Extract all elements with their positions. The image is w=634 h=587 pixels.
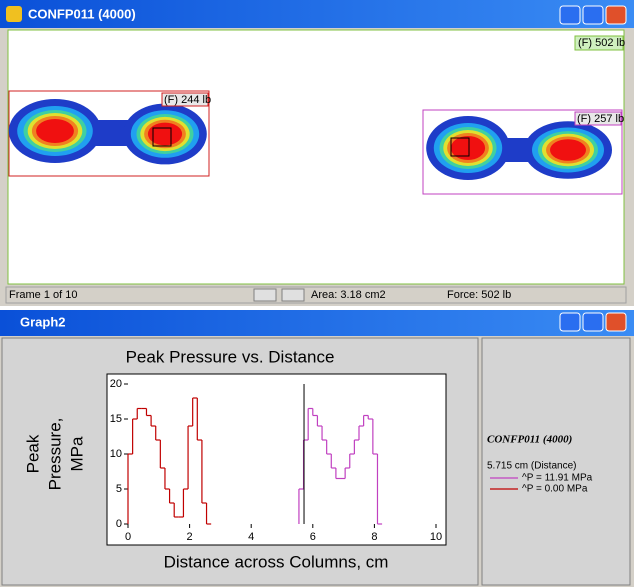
window-title: Graph2 — [20, 314, 66, 329]
legend-panel — [481, 337, 631, 586]
status-bar — [5, 286, 627, 304]
maximize-button[interactable] — [582, 312, 604, 332]
x-tick-label: 10 — [430, 531, 442, 543]
x-tick-label: 2 — [187, 531, 193, 543]
y-tick-label: 10 — [110, 448, 122, 460]
title-bar — [0, 0, 634, 28]
region-tag — [161, 92, 209, 107]
total-label: (F) 502 lb — [578, 37, 625, 49]
x-tick-label: 6 — [310, 531, 316, 543]
legend-cursor: 5.715 cm (Distance) — [487, 461, 576, 472]
window-title: CONFP011 (4000) — [28, 6, 136, 21]
y-axis-label: Pressure, — [45, 418, 64, 491]
x-axis-label: Distance across Columns, cm — [164, 552, 389, 571]
region-label: (F) 244 lb — [164, 94, 211, 106]
y-tick-label: 20 — [110, 378, 122, 390]
status-area: Area: 3.18 cm2 — [311, 289, 386, 301]
region-box — [422, 109, 623, 195]
status-force: Force: 502 lb — [447, 289, 511, 301]
maximize-button[interactable] — [582, 5, 604, 25]
chart-title: Peak Pressure vs. Distance — [126, 347, 335, 366]
plot-background — [106, 373, 447, 546]
legend-entry: ^P = 11.91 MPa — [522, 473, 593, 484]
tool-button[interactable] — [253, 288, 277, 302]
region-label: (F) 257 lb — [577, 113, 624, 125]
y-axis-label: Peak — [23, 434, 42, 473]
status-frame: Frame 1 of 10 — [9, 289, 77, 301]
tool-button[interactable] — [281, 288, 305, 302]
cell-marker — [450, 137, 470, 157]
app-icon — [6, 6, 22, 22]
x-tick-label: 0 — [125, 531, 131, 543]
y-tick-label: 15 — [110, 413, 122, 425]
cell-marker — [152, 127, 172, 147]
minimize-button[interactable] — [559, 5, 581, 25]
pressure-blob — [426, 116, 510, 180]
pressure-blob — [524, 121, 612, 179]
x-tick-label: 4 — [248, 531, 254, 543]
y-tick-label: 5 — [116, 483, 122, 495]
region-tag — [574, 111, 622, 126]
title-bar — [0, 310, 634, 336]
close-button[interactable] — [605, 312, 627, 332]
minimize-button[interactable] — [559, 312, 581, 332]
pressure-blob — [8, 99, 102, 163]
pressure-blob — [123, 103, 207, 165]
legend-title: CONFP011 (4000) — [487, 434, 572, 446]
y-tick-label: 0 — [116, 518, 122, 530]
legend-entry: ^P = 0.00 MPa — [522, 484, 588, 495]
x-tick-label: 8 — [371, 531, 377, 543]
y-axis-label: MPa — [67, 436, 86, 472]
total-tag — [574, 35, 624, 51]
close-button[interactable] — [605, 5, 627, 25]
